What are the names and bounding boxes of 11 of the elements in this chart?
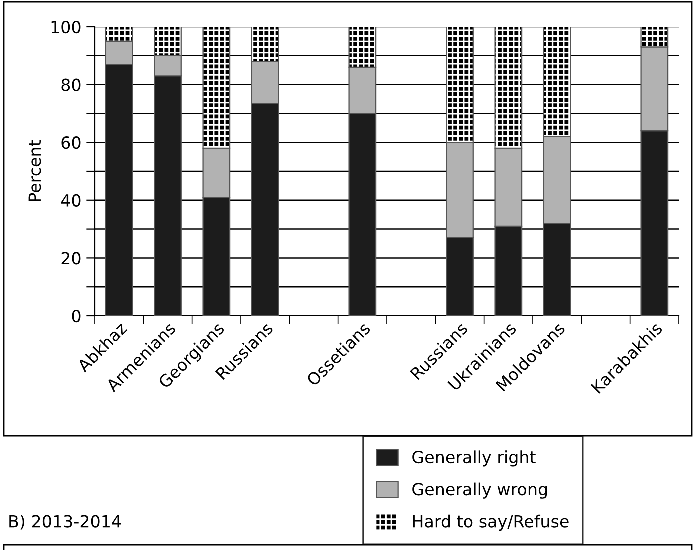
y-tick-label: 60 [62, 136, 81, 150]
y-axis-title: Percent [28, 140, 42, 202]
y-tick-label: 80 [62, 78, 81, 92]
y-tick-label: 20 [62, 252, 81, 265]
y-tick-label: 0 [72, 310, 81, 323]
y-tick-label: 100 [52, 20, 81, 34]
legend-label: Generally wrong [412, 482, 548, 499]
y-tick-label: 40 [61, 194, 81, 207]
legend-label: Hard to say/Refuse [413, 514, 569, 532]
legend-label: Generally right [412, 450, 536, 467]
text: B) 2013-2014 [10, 514, 122, 530]
